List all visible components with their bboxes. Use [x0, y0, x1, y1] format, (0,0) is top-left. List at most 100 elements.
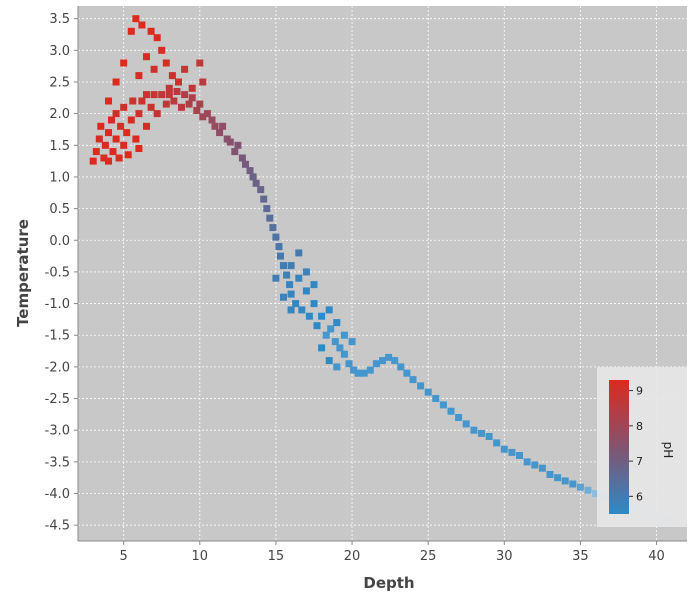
- y-tick-label: 2.0: [49, 107, 70, 122]
- y-tick-label: 1.0: [49, 170, 70, 185]
- data-point: [287, 306, 295, 314]
- data-point: [120, 141, 128, 149]
- data-point: [109, 148, 117, 156]
- data-point: [538, 464, 546, 472]
- data-point: [350, 366, 358, 374]
- data-point: [336, 344, 344, 352]
- data-point: [531, 461, 539, 469]
- y-tick-label: -4.0: [45, 487, 70, 502]
- data-point: [105, 157, 112, 165]
- data-point: [325, 357, 333, 365]
- data-point: [252, 179, 260, 187]
- data-point: [592, 490, 600, 497]
- data-point: [554, 474, 562, 482]
- data-point: [238, 154, 246, 162]
- data-point: [325, 306, 333, 314]
- data-point: [260, 195, 268, 203]
- data-point: [89, 157, 97, 165]
- data-point: [287, 290, 295, 298]
- data-point: [295, 249, 303, 257]
- data-point: [112, 135, 120, 143]
- color-legend: 9 8 7 6 pH: [597, 367, 687, 527]
- x-tick-label: 5: [120, 549, 128, 564]
- data-point: [143, 53, 150, 61]
- data-point: [257, 186, 265, 194]
- data-point: [124, 151, 132, 159]
- data-point: [455, 414, 463, 421]
- data-point: [203, 110, 211, 118]
- data-point: [158, 91, 166, 99]
- legend-tick-label: 9: [636, 385, 643, 398]
- y-axis-label: Temperature: [14, 219, 32, 327]
- data-point: [298, 306, 306, 314]
- x-axis-ticks: 5 10 15 20 25 30 35 40: [120, 541, 665, 564]
- data-point: [409, 376, 417, 384]
- data-point: [112, 110, 120, 118]
- data-point: [379, 357, 386, 365]
- data-point: [135, 72, 143, 80]
- data-point: [391, 357, 399, 365]
- y-tick-label: -2.5: [45, 392, 70, 407]
- data-point: [199, 78, 207, 86]
- data-point: [348, 338, 356, 346]
- data-point: [397, 363, 405, 371]
- data-point: [188, 84, 196, 92]
- data-point: [385, 353, 393, 361]
- data-point: [576, 483, 584, 491]
- data-point: [485, 433, 493, 440]
- data-point: [97, 122, 105, 130]
- data-point: [211, 122, 219, 130]
- data-point: [143, 122, 150, 130]
- x-tick-label: 30: [496, 549, 513, 564]
- data-point: [185, 100, 193, 108]
- data-point: [417, 382, 425, 390]
- data-point: [226, 138, 234, 146]
- legend-tick-label: 8: [636, 420, 643, 433]
- x-tick-label: 25: [420, 549, 437, 564]
- data-point: [150, 91, 158, 99]
- data-point: [143, 91, 150, 99]
- y-tick-label: -3.5: [45, 455, 70, 470]
- data-point: [181, 65, 189, 73]
- data-point: [120, 59, 128, 67]
- data-point: [277, 252, 284, 260]
- legend-tick-label: 7: [636, 455, 643, 468]
- data-point: [153, 34, 161, 42]
- data-point: [340, 350, 348, 358]
- data-point: [150, 65, 158, 73]
- data-point: [432, 395, 440, 402]
- data-point: [138, 21, 146, 29]
- data-point: [117, 122, 125, 130]
- data-point: [447, 407, 455, 415]
- x-tick-label: 15: [268, 549, 285, 564]
- data-point: [287, 262, 295, 270]
- data-point: [500, 445, 508, 453]
- data-point: [127, 116, 135, 124]
- y-tick-label: 1.5: [49, 139, 70, 154]
- data-point: [561, 477, 569, 485]
- data-point: [199, 113, 207, 121]
- y-tick-label: 0.0: [49, 234, 70, 249]
- data-point: [188, 94, 196, 102]
- data-point: [266, 214, 274, 222]
- data-point: [333, 319, 341, 327]
- data-point: [478, 429, 485, 437]
- plot-background: [78, 6, 687, 541]
- y-axis-ticks: 3.5 3.0 2.5 2.0 1.5 1.0 0.5 0.0 -0.5 -1.0 -1.5 -2.0…: [45, 12, 78, 534]
- y-tick-label: 3.5: [49, 12, 70, 27]
- data-point: [280, 262, 287, 270]
- data-point: [162, 100, 170, 108]
- data-point: [234, 141, 242, 149]
- data-point: [286, 281, 294, 289]
- y-tick-label: -1.5: [45, 329, 70, 344]
- data-point: [170, 97, 178, 105]
- data-point: [153, 110, 161, 118]
- data-point: [129, 97, 137, 105]
- data-point: [105, 129, 112, 137]
- data-point: [470, 426, 478, 434]
- data-point: [269, 224, 277, 232]
- data-point: [216, 129, 224, 137]
- data-point: [546, 471, 554, 478]
- data-point: [523, 458, 531, 466]
